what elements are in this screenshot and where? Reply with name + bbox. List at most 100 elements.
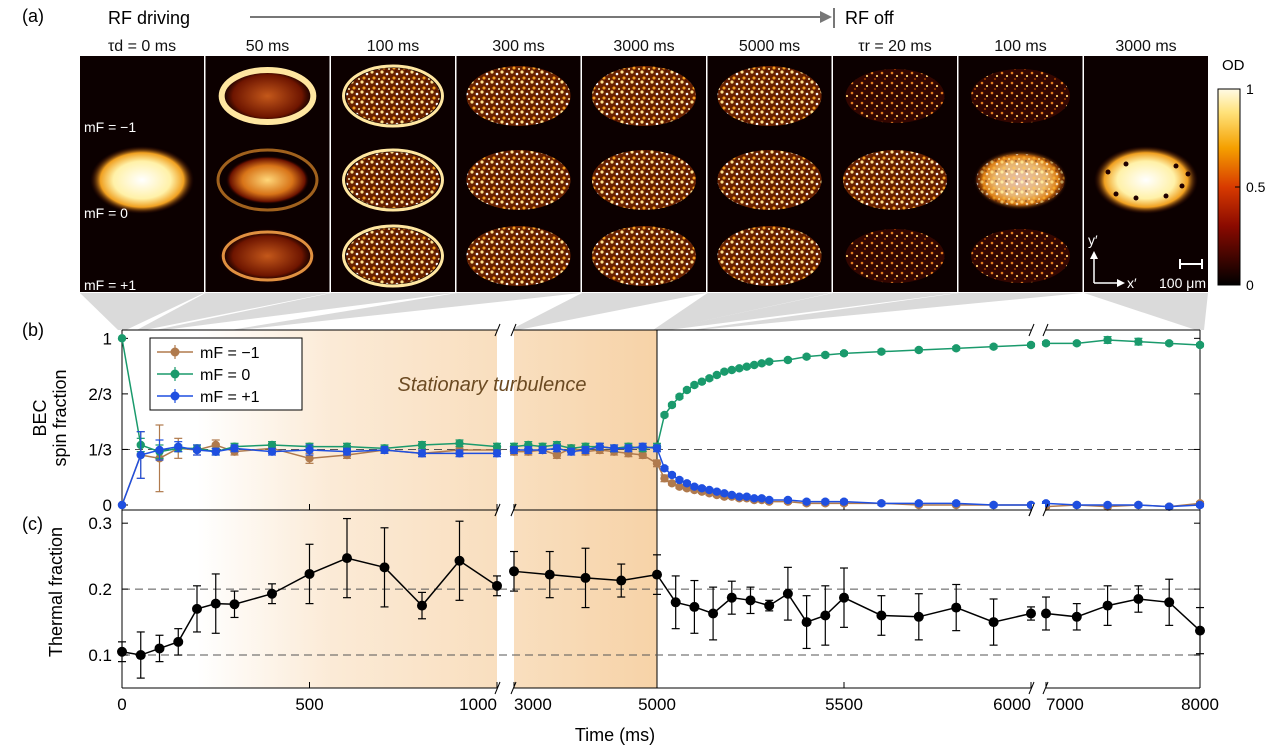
data-point <box>675 475 684 485</box>
legend-marker <box>170 369 180 379</box>
colorbar-ticks: 10.50 <box>1235 81 1266 293</box>
axis-break-gap <box>498 504 513 516</box>
data-point <box>750 494 759 503</box>
data-point <box>745 595 756 606</box>
data-point <box>581 445 590 455</box>
snapshot-label: 100 ms <box>367 38 419 55</box>
data-point <box>765 495 774 505</box>
x-tick-label: 8000 <box>1181 695 1219 714</box>
data-point <box>211 447 220 456</box>
data-point <box>267 440 277 450</box>
data-point <box>230 444 239 453</box>
legend: mF = −1 mF = 0 mF = +1 <box>149 337 303 411</box>
data-point <box>1134 500 1143 510</box>
cloud-speckle <box>346 152 440 208</box>
data-point <box>638 442 647 451</box>
data-point <box>705 374 714 383</box>
cloud-speckle <box>845 69 945 123</box>
cloud-bright <box>1093 146 1199 214</box>
axis-break-mark <box>494 503 501 517</box>
data-point <box>1072 500 1082 510</box>
data-point <box>538 445 547 455</box>
cloud-speckle <box>346 68 440 124</box>
time-arrow-head <box>820 11 832 23</box>
scale-bar-label: 100 μm <box>1159 275 1206 291</box>
data-point <box>1103 335 1112 345</box>
data-point <box>820 610 831 621</box>
data-point <box>455 439 464 448</box>
data-point <box>675 482 684 491</box>
snapshot-frame <box>582 56 706 292</box>
data-point <box>173 636 184 647</box>
data-point <box>876 610 887 621</box>
data-point <box>552 444 562 453</box>
axis-break-gap <box>498 682 513 694</box>
data-point <box>712 370 722 380</box>
data-point <box>952 499 961 508</box>
vortex-spot <box>1163 193 1169 199</box>
data-point <box>802 497 811 506</box>
data-point <box>667 479 677 488</box>
data-point <box>417 440 427 450</box>
data-point <box>1102 600 1113 611</box>
series-line <box>656 344 1032 447</box>
vortex-spot <box>1133 195 1139 201</box>
data-point <box>660 474 669 483</box>
data-point <box>192 603 202 614</box>
data-point <box>712 487 722 496</box>
data-point <box>455 449 464 458</box>
data-point <box>689 601 700 612</box>
snapshot-labels: τd = 0 ms 50 ms 100 ms 300 ms 3000 ms 5000 ms… <box>84 38 1206 293</box>
data-point <box>877 347 886 356</box>
connector-wedge <box>80 293 204 330</box>
ylabel-c: Thermal fraction <box>46 527 66 657</box>
data-point <box>1165 502 1174 511</box>
ylabel-b-line2: spin fraction <box>50 369 70 466</box>
axis-break-gap <box>1032 324 1045 336</box>
data-point <box>492 449 502 458</box>
axis-break-mark <box>510 503 517 517</box>
data-point <box>742 362 751 371</box>
cloud-speckle <box>976 154 1065 206</box>
state-label: mF = 0 <box>84 205 128 221</box>
data-point <box>783 495 793 505</box>
data-point <box>697 484 707 493</box>
x-tick-label: 7000 <box>1046 695 1084 714</box>
data-point <box>952 344 961 353</box>
colorbar-tick-label: 0 <box>1246 277 1254 293</box>
y-tick-label: 2/3 <box>88 385 112 404</box>
snapshot-label: 50 ms <box>246 38 290 55</box>
data-point <box>524 445 533 455</box>
data-point <box>509 566 519 577</box>
axis-break-mark <box>1028 503 1035 517</box>
legend-marker <box>170 347 180 357</box>
series-line <box>1045 502 1201 508</box>
data-point <box>726 592 737 603</box>
data-point <box>492 442 502 451</box>
snapshot-label: 100 ms <box>994 38 1046 55</box>
data-point <box>742 492 751 501</box>
data-point <box>174 442 183 451</box>
snapshot-connectors <box>80 293 1208 330</box>
colorbar-tick-label: 1 <box>1246 81 1254 97</box>
data-point <box>1195 500 1205 510</box>
cloud-speckle <box>717 226 822 286</box>
legend-label: mF = +1 <box>200 389 260 406</box>
data-point <box>1195 625 1205 636</box>
data-point <box>154 643 165 654</box>
cloud-speckle <box>845 229 945 283</box>
axis-break-mark <box>1042 323 1049 337</box>
data-point <box>764 600 775 611</box>
data-point <box>1041 339 1051 348</box>
data-point <box>782 588 793 599</box>
data-point <box>192 445 202 455</box>
data-point <box>136 450 145 460</box>
panel-label-b: (b) <box>22 320 44 340</box>
state-label: mF = +1 <box>84 277 136 293</box>
x-axis-arrowhead <box>1117 279 1125 287</box>
data-point <box>783 355 793 365</box>
vortex-spot <box>1179 183 1185 189</box>
y-tick-label: 0 <box>103 496 112 515</box>
cloud-speckle <box>466 66 571 126</box>
data-point <box>914 499 923 508</box>
